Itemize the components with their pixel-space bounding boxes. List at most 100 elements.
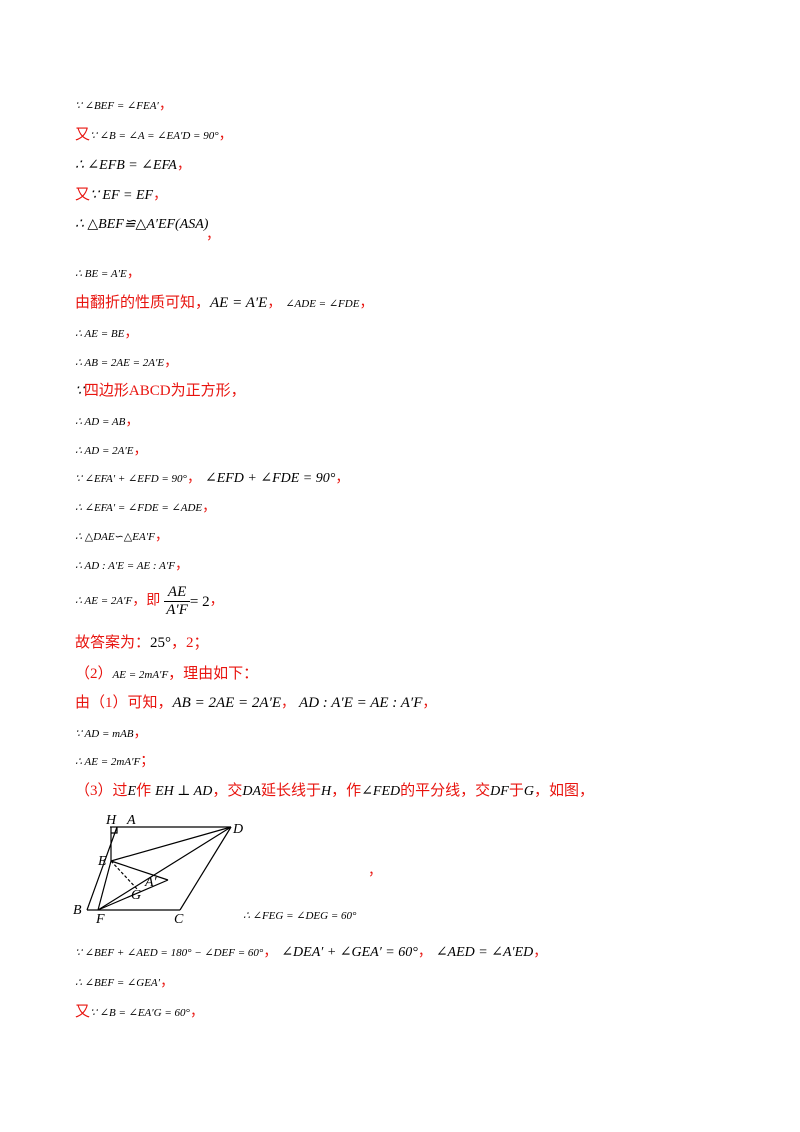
math-expr: E — [127, 784, 137, 799]
cn-text: ，理由如下： — [168, 666, 259, 682]
label-F: F — [95, 912, 105, 925]
math-expr: ∴ AD = AB — [75, 416, 126, 428]
punct: ， — [158, 98, 173, 113]
proof-line-4: 又∵ EF = EF， — [75, 185, 167, 205]
math-expr: ∠EFD + ∠FDE = 90° — [204, 471, 336, 486]
punct: ， — [422, 696, 437, 711]
proof-line-20: 由（1）可知，AB = 2AE = 2A′E， AD : A′E = AE : … — [75, 693, 436, 713]
punct: ， — [209, 593, 224, 609]
proof-line-17: ∴ AE = 2A′F，即 AE A′F = 2， — [75, 584, 224, 620]
punct: ， — [359, 296, 374, 311]
figure-caption: ∴ ∠FEG = ∠DEG = 60° — [243, 910, 357, 922]
math-expr: ∵ AD = mAB — [75, 728, 134, 740]
segment-EF — [97, 860, 112, 911]
proof-line-1: ∵ ∠BEF = ∠FEA′， — [75, 95, 173, 115]
math-expr: ∵ EF = EF — [90, 188, 154, 203]
math-expr: ∠DEA′ + ∠GEA′ = 60° — [281, 945, 418, 960]
proof-line-5: ∴ △BEF≌△A′EF(ASA) — [75, 214, 208, 234]
math-expr: = 2 — [189, 593, 210, 610]
math-expr: ∴ ∠EFB = ∠EFA — [75, 158, 177, 173]
part-3-heading: （3）过E作 EH ⊥ AD，交DA延长线于H，作∠FED的平分线，交DF于G，… — [75, 781, 594, 801]
punct: ， — [154, 529, 169, 544]
punct: ， — [176, 158, 191, 173]
math-expr: ∴ ∠EFA′ = ∠FDE = ∠ADE — [75, 502, 203, 514]
math-expr: ∠AED = ∠A′ED — [435, 945, 534, 960]
cn-text: 由翻折的性质可知， — [75, 295, 211, 311]
math-expr: ∴ AD : A′E = AE : A′F — [75, 560, 175, 572]
math-expr: DA — [242, 784, 262, 799]
proof-line-21: ∵ AD = mAB， — [75, 723, 148, 743]
math-expr: ∴ AE = BE — [75, 328, 125, 340]
math-expr: AE = A′E — [210, 295, 268, 311]
math-expr: ∵ ∠BEF = ∠FEA′ — [75, 100, 159, 112]
answer-line: 故答案为：25°，2； — [75, 633, 209, 652]
punct: ， — [189, 1005, 204, 1020]
punct: ， — [202, 500, 217, 515]
label-D: D — [232, 822, 243, 837]
punct: ； — [140, 754, 155, 769]
punct: ， — [175, 558, 189, 573]
proof-line-12: ∴ AD = 2A′E， — [75, 440, 147, 460]
cn-text: ，如图， — [533, 783, 594, 799]
math-expr: ∴ AE = 2A′F — [75, 595, 133, 608]
math-expr: ∴ ∠BEF = ∠GEA′ — [75, 977, 161, 989]
math-expr: 25° — [150, 635, 172, 651]
math-expr: ∴ AE = 2mA′F — [75, 756, 141, 768]
cn-text: 又 — [75, 1004, 91, 1020]
segment-FA-prime — [97, 879, 169, 911]
math-expr: G — [523, 784, 534, 799]
punct: ， — [126, 266, 141, 281]
proof-line-7: 由翻折的性质可知，AE = A′E， ∠ADE = ∠FDE， — [75, 293, 373, 313]
proof-line-16: ∴ AD : A′E = AE : A′F， — [75, 555, 189, 575]
math-expr: H — [321, 784, 332, 799]
proof-line-3: ∴ ∠EFB = ∠EFA， — [75, 155, 191, 175]
geometry-figure: H A D E A′ G B F C — [73, 813, 243, 925]
fraction-numerator: AE — [164, 584, 190, 603]
punct: ， — [218, 128, 233, 143]
cn-text: ，作 — [331, 783, 362, 799]
punct: ， — [281, 696, 296, 711]
proof-line-22: ∴ AE = 2mA′F； — [75, 751, 154, 771]
cn-text: 延长线于 — [261, 783, 322, 799]
label-B: B — [73, 903, 82, 918]
fraction: AE A′F — [164, 584, 190, 620]
label-G: G — [131, 888, 141, 903]
math-expr: ∴ △BEF≌△A′EF(ASA) — [75, 217, 209, 232]
proof-line-6: ∴ BE = A′E， — [75, 263, 141, 283]
punct: ， — [263, 945, 278, 960]
label-A: A — [126, 813, 136, 828]
proof-line-2: 又∵ ∠B = ∠A = ∠EA′D = 90°， — [75, 125, 233, 145]
punct: ， — [335, 471, 350, 486]
punct: ， — [153, 188, 168, 203]
side-BA — [86, 826, 118, 911]
proof-line-13: ∵ ∠EFA′ + ∠EFD = 90°， ∠EFD + ∠FDE = 90°， — [75, 468, 349, 488]
cn-text: 的平分线，交 — [400, 783, 491, 799]
segment-DF — [97, 826, 232, 911]
label-A-prime: A′ — [144, 875, 158, 890]
proof-line-9: ∴ AB = 2AE = 2A′E， — [75, 352, 178, 372]
math-expr: ∵ — [75, 384, 84, 399]
math-expr: ∵ ∠EFA′ + ∠EFD = 90° — [75, 473, 187, 485]
math-expr: ∵ ∠B = ∠EA′G = 60° — [90, 1007, 190, 1019]
cn-text: （2） — [75, 666, 113, 682]
cn-text: 于 — [508, 783, 524, 799]
punct: ， — [124, 326, 139, 341]
math-expr: ∵ ∠B = ∠A = ∠EA′D = 90° — [90, 130, 219, 142]
right-angle-mark — [111, 827, 118, 834]
label-C: C — [174, 912, 184, 925]
punct: ， — [164, 355, 179, 370]
side-DC — [179, 826, 232, 911]
part-2-heading: （2）AE = 2mA′F，理由如下： — [75, 664, 258, 683]
punct: ， — [160, 975, 175, 990]
proof-line-11: ∴ AD = AB， — [75, 411, 139, 431]
fraction-denominator: A′F — [166, 602, 188, 619]
math-expr: ∵ ∠BEF + ∠AED = 180° − ∠DEF = 60° — [75, 947, 264, 959]
cn-text: 作 — [136, 783, 152, 799]
proof-line-24: ∵ ∠BEF + ∠AED = 180° − ∠DEF = 60°， ∠DEA′… — [75, 942, 547, 962]
math-expr: ∠FED — [361, 784, 401, 799]
punct: ， — [417, 945, 432, 960]
cn-text: 四边形ABCD为正方形， — [83, 383, 246, 399]
cn-text: 由（1）可知， — [75, 695, 173, 711]
cn-text: 又 — [75, 187, 91, 203]
segment-EA-prime — [110, 860, 169, 881]
